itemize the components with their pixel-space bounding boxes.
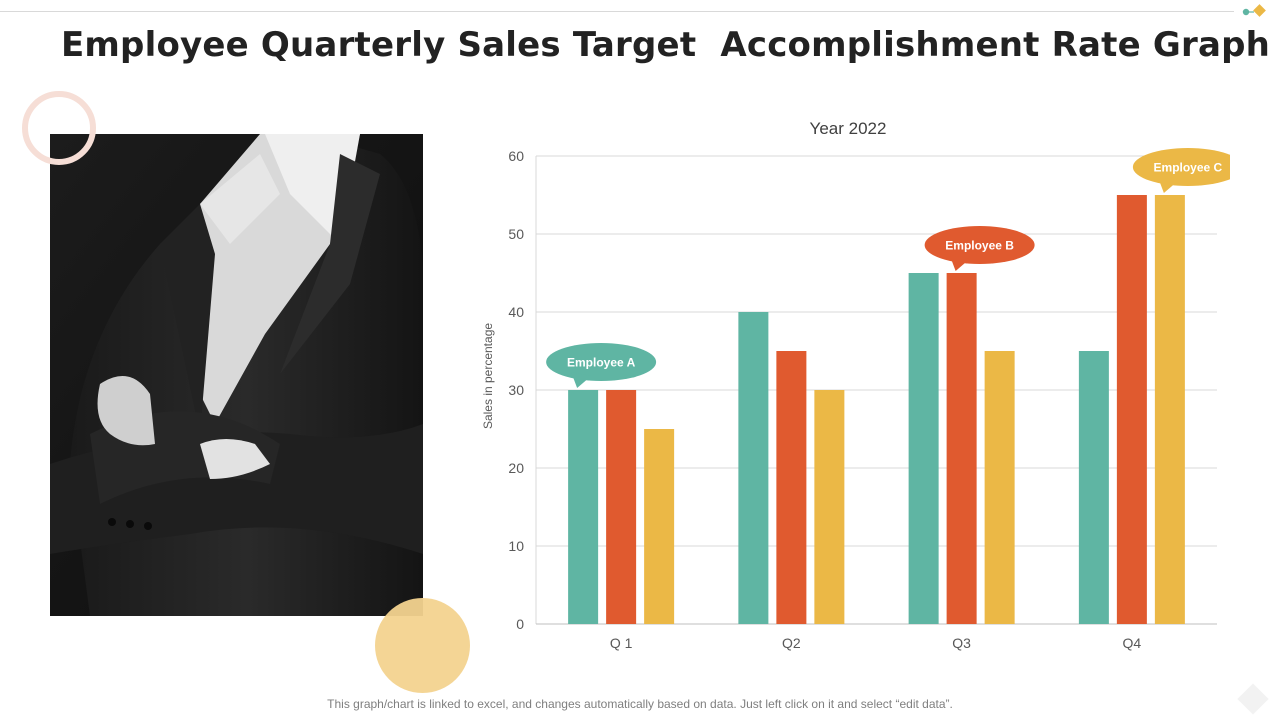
x-tick-label: Q3	[952, 635, 971, 651]
bar-employee-b-q4	[1116, 195, 1147, 624]
y-tick-label: 10	[508, 538, 524, 554]
y-tick-label: 30	[508, 382, 524, 398]
callout-pointer	[571, 372, 592, 388]
bar-employee-b-q3	[946, 273, 977, 624]
callout-employee-c: Employee C	[1132, 148, 1230, 193]
bar-employee-b-q1	[606, 390, 637, 624]
bar-employee-a-q2	[738, 312, 769, 624]
businesswoman-photo	[50, 134, 423, 616]
y-tick-label: 50	[508, 226, 524, 242]
callout-label: Employee B	[945, 239, 1014, 253]
chart-title: Year 2022	[810, 119, 887, 138]
y-tick-label: 60	[508, 148, 524, 164]
y-tick-label: 40	[508, 304, 524, 320]
slide-title: Employee Quarterly Sales Target Accompli…	[61, 25, 1271, 65]
top-divider	[0, 11, 1234, 12]
callout-label: Employee C	[1154, 161, 1223, 175]
bar-employee-a-q1	[568, 390, 599, 624]
callout-employee-a: Employee A	[546, 343, 657, 388]
bar-employee-b-q2	[776, 351, 807, 624]
callout-bubble	[1132, 148, 1230, 186]
footnote: This graph/chart is linked to excel, and…	[327, 697, 953, 711]
y-axis-label: Sales in percentage	[481, 323, 495, 429]
bar-employee-a-q4	[1078, 351, 1109, 624]
sales-bar-chart: Year 2022 Sales in percentage 0 10 20 30 40 5…	[481, 119, 1230, 651]
bar-employee-c-q1	[644, 429, 675, 624]
bar-employee-a-q3	[908, 273, 939, 624]
x-tick-label: Q4	[1123, 635, 1142, 651]
callout-bubble	[546, 343, 657, 381]
decorative-circle	[375, 598, 470, 693]
x-tick-label: Q 1	[610, 635, 633, 651]
callout-label: Employee A	[567, 356, 636, 370]
gridlines	[535, 155, 1217, 625]
y-tick-label: 20	[508, 460, 524, 476]
decorative-ring	[22, 91, 96, 165]
callout-pointer	[949, 255, 970, 271]
x-tick-labels: Q 1 Q2 Q3 Q4	[610, 635, 1142, 651]
bars	[568, 195, 1185, 624]
x-tick-label: Q2	[782, 635, 801, 651]
callout-employee-b: Employee B	[924, 226, 1035, 271]
y-tick-label: 0	[516, 616, 524, 632]
bar-employee-c-q3	[984, 351, 1015, 624]
bar-employee-c-q2	[814, 390, 845, 624]
series-callouts: Employee A Employee B Employee C	[546, 148, 1230, 388]
callout-bubble	[924, 226, 1035, 264]
corner-logo-icon	[1242, 4, 1266, 17]
y-tick-labels: 0 10 20 30 40 50 60	[508, 148, 524, 632]
bar-employee-c-q4	[1154, 195, 1185, 624]
callout-pointer	[1157, 177, 1178, 193]
